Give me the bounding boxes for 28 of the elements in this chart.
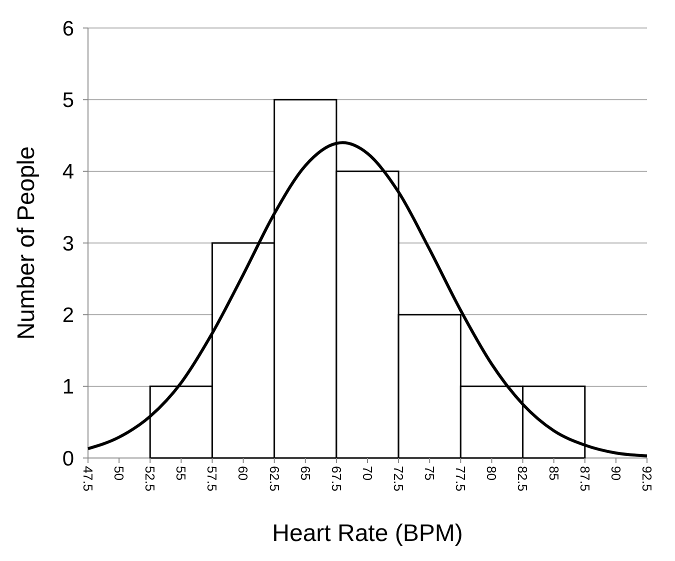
x-tick-label: 90: [608, 466, 624, 480]
x-tick-label: 60: [236, 466, 251, 480]
x-tick-label: 50: [112, 466, 127, 480]
x-tick-label: 77.5: [453, 466, 468, 492]
x-tick-label: 62.5: [266, 466, 282, 492]
y-axis-title: Number of People: [13, 146, 40, 340]
x-tick-label: 87.5: [577, 466, 592, 492]
x-tick-label: 70: [360, 466, 375, 480]
y-tick-label: 0: [62, 447, 74, 470]
x-tick-label: 82.5: [515, 466, 530, 492]
y-tick-label: 2: [62, 304, 74, 328]
y-tick-label: 1: [62, 376, 74, 399]
y-tick-label: 6: [62, 17, 74, 40]
y-tick-label: 3: [62, 232, 74, 256]
x-tick-label: 65: [298, 466, 313, 480]
x-axis-title: Heart Rate (BPM): [272, 520, 463, 547]
x-tick-label: 85: [546, 466, 562, 480]
x-tick-label: 72.5: [391, 466, 406, 492]
x-tick-label: 57.5: [204, 466, 220, 492]
x-tick-label: 52.5: [142, 466, 158, 492]
x-tick-label: 47.5: [80, 466, 96, 492]
x-tick-label: 67.5: [328, 466, 344, 492]
y-tick-label: 4: [62, 160, 74, 184]
y-tick-label: 5: [62, 89, 74, 112]
x-tick-label: 55: [174, 466, 189, 480]
x-tick-label: 75: [422, 466, 438, 480]
x-tick-label: 80: [484, 466, 500, 480]
x-tick-label: 92.5: [639, 466, 654, 492]
